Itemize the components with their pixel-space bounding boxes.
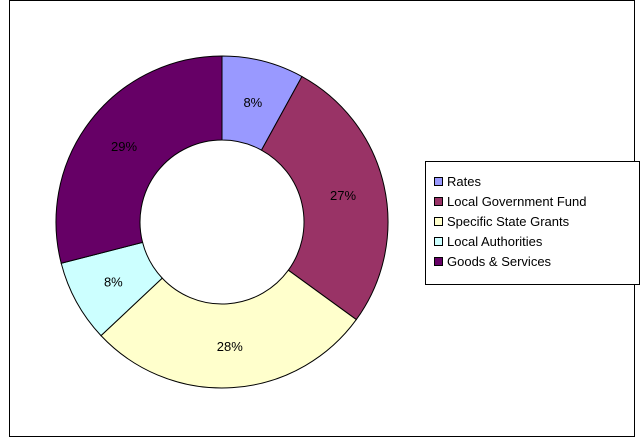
slice-label-local-government-fund: 27% (330, 188, 356, 203)
donut-slice-specific-state-grants (100, 269, 357, 389)
slice-label-goods-services: 29% (111, 139, 137, 154)
legend-item-specific-state-grants: Specific State Grants (434, 212, 569, 230)
slice-label-rates: 8% (243, 95, 262, 110)
slice-label-local-authorities: 8% (104, 275, 123, 290)
legend-item-goods-services: Goods & Services (434, 252, 551, 270)
legend-swatch-local-authorities (434, 236, 443, 246)
legend-swatch-goods-services (434, 256, 443, 266)
donut-chart: 8% 27% 28% 8% 29% (55, 55, 389, 389)
legend-item-rates: Rates (434, 172, 481, 190)
chart-frame: 8% 27% 28% 8% 29% Rates Local Government Fun… (9, 0, 640, 437)
legend-swatch-rates (434, 176, 443, 186)
donut-slice-local-government-fund (260, 75, 389, 321)
legend-item-local-authorities: Local Authorities (434, 232, 542, 250)
legend-swatch-specific-state-grants (434, 216, 443, 226)
legend-swatch-local-government-fund (434, 196, 443, 206)
legend-label: Specific State Grants (447, 213, 570, 229)
legend-item-local-government-fund: Local Government Fund (434, 192, 586, 210)
legend: Rates Local Government Fund Specific Sta… (425, 161, 640, 285)
legend-label: Rates (447, 173, 481, 189)
slice-label-specific-state-grants: 28% (217, 339, 243, 354)
legend-label: Local Government Fund (447, 193, 587, 209)
legend-label: Goods & Services (447, 253, 552, 269)
legend-label: Local Authorities (447, 233, 543, 249)
donut-slice-goods-services (55, 55, 223, 264)
